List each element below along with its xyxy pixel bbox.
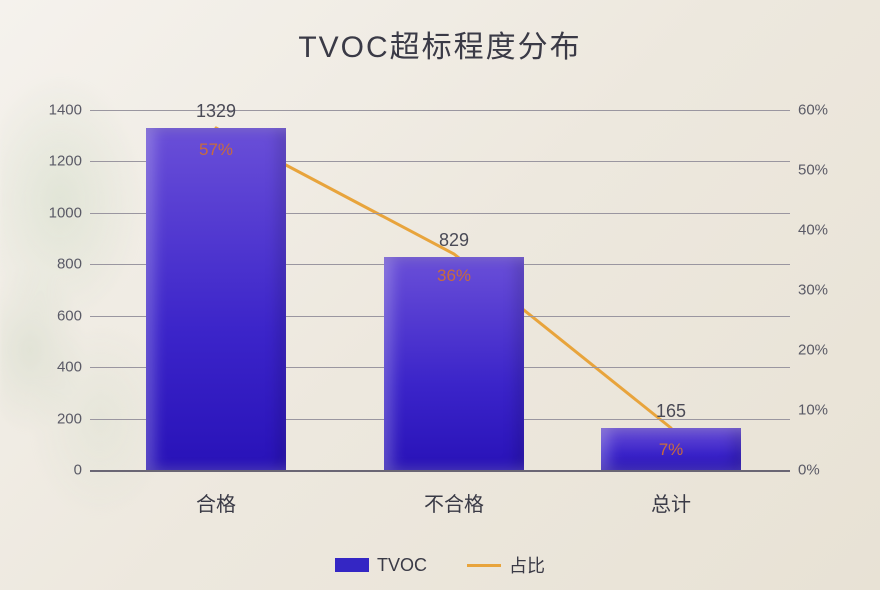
legend-item-ratio: 占比 — [467, 552, 545, 578]
y-left-tick: 1000 — [22, 204, 82, 221]
tvoc-chart: TVOC超标程度分布 02004006008001000120014000%10… — [0, 0, 880, 590]
y-left-tick: 1200 — [22, 153, 82, 170]
y-left-tick: 200 — [22, 410, 82, 427]
legend: TVOC 占比 — [0, 552, 880, 578]
legend-swatch-bar — [335, 558, 369, 572]
bar-value-label: 165 — [656, 401, 686, 422]
x-category-label: 不合格 — [424, 488, 484, 517]
pct-label: 57% — [199, 140, 233, 160]
y-left-tick: 1400 — [22, 102, 82, 119]
y-left-tick: 400 — [22, 359, 82, 376]
bar-value-label: 1329 — [196, 101, 236, 122]
pct-label: 36% — [437, 266, 471, 286]
gridline — [90, 470, 790, 472]
legend-label-tvoc: TVOC — [377, 555, 427, 576]
bar-1 — [384, 257, 524, 470]
y-right-tick: 20% — [798, 342, 858, 359]
chart-title: TVOC超标程度分布 — [0, 22, 880, 66]
y-right-tick: 0% — [798, 462, 858, 479]
bar-0 — [146, 128, 286, 470]
y-right-tick: 10% — [798, 402, 858, 419]
y-left-tick: 0 — [22, 462, 82, 479]
plot-area: 02004006008001000120014000%10%20%30%40%5… — [90, 110, 790, 470]
y-right-tick: 50% — [798, 162, 858, 179]
y-right-tick: 60% — [798, 102, 858, 119]
legend-label-ratio: 占比 — [509, 552, 545, 578]
legend-item-tvoc: TVOC — [335, 555, 427, 576]
bar-value-label: 829 — [439, 230, 469, 251]
y-left-tick: 600 — [22, 307, 82, 324]
y-right-tick: 30% — [798, 282, 858, 299]
pct-label: 7% — [659, 440, 684, 460]
y-left-tick: 800 — [22, 256, 82, 273]
x-category-label: 合格 — [196, 488, 236, 517]
legend-swatch-line — [467, 564, 501, 567]
x-category-label: 总计 — [651, 488, 691, 517]
y-right-tick: 40% — [798, 222, 858, 239]
